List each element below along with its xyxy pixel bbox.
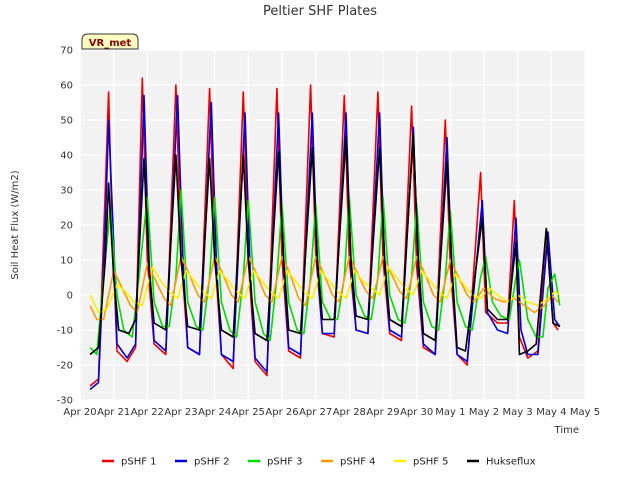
legend-label: pSHF 3: [267, 457, 303, 468]
x-tick-label: Apr 24: [198, 407, 231, 418]
x-tick-label: May 3: [503, 407, 533, 418]
chart-title: Peltier SHF Plates: [263, 4, 377, 19]
x-tick-label: May 1: [435, 407, 465, 418]
legend-item-pshf-5: pSHF 5: [394, 457, 449, 468]
legend-item-pshf-2: pSHF 2: [175, 457, 230, 468]
legend-label: pSHF 5: [413, 457, 449, 468]
x-tick-label: Apr 27: [299, 407, 332, 418]
y-tick-label: 40: [60, 151, 73, 162]
y-axis-title: Soil Heat Flux (W/m2): [10, 170, 21, 279]
x-tick-label: Apr 20: [63, 407, 96, 418]
x-axis-title: Time: [554, 425, 579, 436]
x-tick-label: Apr 21: [97, 407, 130, 418]
badge-label: VR_met: [89, 38, 132, 49]
x-tick-label: Apr 23: [164, 407, 197, 418]
x-tick-label: May 2: [469, 407, 499, 418]
x-tick-label: Apr 28: [333, 407, 366, 418]
y-tick-label: 50: [60, 116, 73, 127]
y-tick-label: -10: [57, 326, 73, 337]
x-tick-label: Apr 26: [265, 407, 298, 418]
x-tick-labels: Apr 20 Apr 21 Apr 22 Apr 23 Apr 24 Apr 25 Apr …: [63, 407, 600, 418]
x-tick-label: Apr 25: [232, 407, 265, 418]
x-tick-label: May 4: [536, 407, 566, 418]
legend-label: pSHF 2: [194, 457, 230, 468]
y-tick-label: 10: [60, 256, 73, 267]
series-line-pshf-5: [89, 266, 561, 314]
series-line-pshf-4: [89, 255, 559, 321]
series-line-hukseflux: [89, 133, 561, 356]
legend-label: Hukseflux: [486, 457, 536, 468]
vr-met-badge: VR_met: [81, 33, 139, 50]
x-tick-label: Apr 29: [366, 407, 399, 418]
x-tick-label: Apr 30: [400, 407, 433, 418]
y-tick-label: 30: [60, 186, 73, 197]
y-tick-labels: -30 -20 -10 0 10 20 30 40 50 60 70: [57, 46, 73, 407]
y-tick-label: 20: [60, 221, 73, 232]
x-tick-label: Apr 22: [131, 407, 164, 418]
legend-item-hukseflux: Hukseflux: [467, 457, 536, 468]
legend-label: pSHF 1: [121, 457, 157, 468]
y-tick-label: 70: [60, 46, 73, 57]
legend-label: pSHF 4: [340, 457, 376, 468]
y-tick-label: 60: [60, 81, 73, 92]
y-tick-label: -30: [57, 396, 73, 407]
legend: pSHF 1 pSHF 2 pSHF 3 pSHF 4 pSHF 5 Hukseflux: [102, 457, 536, 468]
y-tick-label: -20: [57, 361, 73, 372]
series-line-pshf-3: [89, 189, 561, 356]
legend-item-pshf-4: pSHF 4: [321, 457, 376, 468]
y-tick-label: 0: [67, 291, 73, 302]
legend-item-pshf-3: pSHF 3: [248, 457, 303, 468]
x-tick-label: May 5: [570, 407, 600, 418]
series-lines: [89, 77, 561, 391]
legend-item-pshf-1: pSHF 1: [102, 457, 157, 468]
